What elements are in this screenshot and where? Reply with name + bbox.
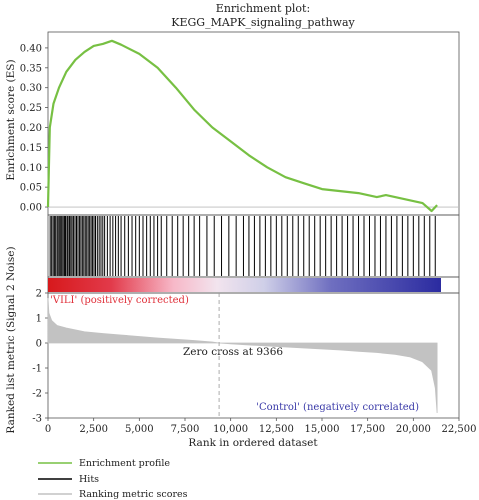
- es-tick-label: 0.40: [20, 43, 42, 54]
- es-tick-label: 0.10: [20, 163, 42, 174]
- es-tick-label: 0.20: [20, 123, 42, 134]
- x-tick-label: 10,000: [213, 424, 248, 435]
- metric-tick-label: -2: [32, 389, 42, 400]
- x-axis-ticks: 0 2,500 5,000 7,500 10,000 12,500 15,000 17,500…: [45, 418, 477, 435]
- legend-hits-label: Hits: [79, 474, 99, 485]
- negative-phenotype-label: 'Control' (negatively correlated): [256, 402, 419, 413]
- es-tick-label: 0.00: [20, 203, 42, 214]
- metric-tick-label: 1: [36, 314, 42, 325]
- x-tick-label: 7,500: [171, 424, 200, 435]
- x-tick-label: 22,500: [442, 424, 477, 435]
- es-tick-label: 0.30: [20, 83, 42, 94]
- es-tick-label: 0.25: [20, 103, 42, 114]
- enrichment-profile-line: [46, 39, 438, 213]
- chart-title: Enrichment plot:: [216, 2, 310, 15]
- es-series-group: [46, 39, 438, 213]
- legend-enrichment-label: Enrichment profile: [79, 458, 170, 469]
- es-tick-label: 0.05: [20, 183, 42, 194]
- chart-subtitle: KEGG_MAPK_signaling_pathway: [171, 16, 355, 29]
- metric-panel-frame: [47, 292, 460, 419]
- x-tick-label: 20,000: [396, 424, 431, 435]
- positive-phenotype-label: 'VILI' (positively corrected): [50, 295, 189, 306]
- es-axis-title: Enrichment score (ES): [5, 59, 17, 180]
- hits-group: [49, 216, 436, 276]
- metric-series-group: [47, 297, 438, 414]
- metric-axis-title: Ranked list metric (Signal 2 Noise): [5, 246, 17, 433]
- x-tick-label: 12,500: [259, 424, 294, 435]
- zero-cross-label: Zero cross at 9366: [183, 346, 283, 358]
- x-tick-label: 2,500: [79, 424, 108, 435]
- metric-tick-label: -1: [32, 364, 42, 375]
- es-axis-ticks: 0.40 0.35 0.30 0.25 0.20 0.15 0.10 0.05 0.00: [20, 43, 48, 214]
- x-tick-label: 17,500: [350, 424, 385, 435]
- legend: Enrichment profile Hits Ranking metric s…: [38, 458, 188, 500]
- x-tick-label: 0: [45, 424, 51, 435]
- x-tick-label: 15,000: [305, 424, 340, 435]
- es-tick-label: 0.15: [20, 143, 42, 154]
- x-tick-label: 5,000: [125, 424, 154, 435]
- metric-tick-label: 2: [36, 289, 42, 300]
- ranking-metric-area: [47, 297, 438, 414]
- metric-tick-label: 0: [36, 339, 42, 350]
- es-panel-frame: [47, 31, 460, 216]
- x-axis-title: Rank in ordered dataset: [188, 437, 318, 449]
- ranking-gradient-bar: [48, 278, 441, 292]
- metric-axis-ticks: 2 1 0 -1 -2 -3: [32, 289, 48, 425]
- legend-metric-label: Ranking metric scores: [79, 489, 188, 500]
- es-tick-label: 0.35: [20, 63, 42, 74]
- metric-tick-label: -3: [32, 414, 42, 425]
